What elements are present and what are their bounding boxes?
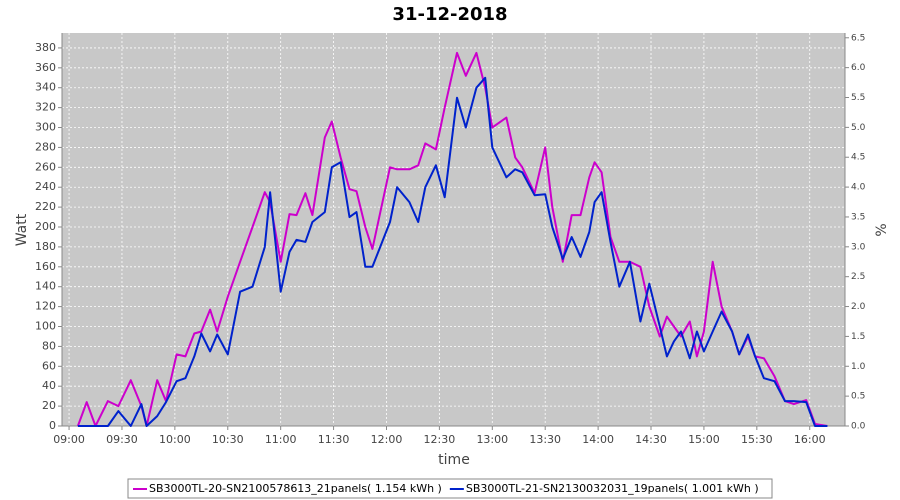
y2-tick-label: 5.0 <box>851 123 866 133</box>
y-tick-label: 220 <box>35 200 56 213</box>
x-tick-label: 09:00 <box>53 433 85 446</box>
y-tick-label: 360 <box>35 61 56 74</box>
y-tick-label: 100 <box>35 320 56 333</box>
x-tick-label: 09:30 <box>106 433 138 446</box>
x-tick-label: 10:30 <box>212 433 244 446</box>
x-tick-label: 15:30 <box>741 433 773 446</box>
legend-label: SB3000TL-20-SN2100578613_21panels( 1.154… <box>149 482 442 495</box>
y2-tick-label: 0.0 <box>851 422 866 432</box>
y-tick-label: 380 <box>35 41 56 54</box>
y2-tick-label: 2.5 <box>851 272 865 282</box>
plot-area <box>62 33 845 426</box>
y2-tick-label: 4.0 <box>851 183 866 193</box>
x-tick-label: 14:30 <box>635 433 667 446</box>
x-tick-label: 16:00 <box>794 433 826 446</box>
y-axis-label: Watt <box>14 213 30 246</box>
x-tick-label: 11:30 <box>318 433 350 446</box>
x-tick-label: 14:00 <box>582 433 614 446</box>
y-tick-label: 60 <box>42 359 56 372</box>
y2-axis-label: % <box>874 223 890 236</box>
y-tick-label: 160 <box>35 260 56 273</box>
y-tick-label: 140 <box>35 280 56 293</box>
y2-tick-label: 6.0 <box>851 63 866 73</box>
y-tick-label: 0 <box>49 419 56 432</box>
y-tick-label: 240 <box>35 180 56 193</box>
chart-title: 31-12-2018 <box>392 4 507 25</box>
y-tick-label: 260 <box>35 160 56 173</box>
x-axis-label: time <box>438 452 470 468</box>
y-tick-label: 180 <box>35 240 56 253</box>
y-tick-label: 80 <box>42 339 56 352</box>
y-tick-label: 300 <box>35 121 56 134</box>
y-tick-label: 320 <box>35 101 56 114</box>
y-tick-label: 340 <box>35 81 56 94</box>
y-tick-label: 40 <box>42 379 56 392</box>
y-tick-label: 120 <box>35 300 56 313</box>
y-tick-label: 280 <box>35 140 56 153</box>
y2-tick-label: 1.5 <box>851 332 865 342</box>
y2-tick-label: 2.0 <box>851 302 866 312</box>
y2-tick-label: 1.0 <box>851 362 866 372</box>
x-tick-label: 11:00 <box>265 433 297 446</box>
x-tick-label: 13:00 <box>476 433 508 446</box>
x-tick-label: 12:30 <box>424 433 456 446</box>
x-tick-label: 12:00 <box>371 433 403 446</box>
y2-tick-label: 0.5 <box>851 392 865 402</box>
y-tick-label: 20 <box>42 399 56 412</box>
y2-tick-label: 3.0 <box>851 242 866 252</box>
series-line <box>77 76 828 427</box>
x-tick-label: 10:00 <box>159 433 191 446</box>
y2-tick-label: 3.5 <box>851 212 865 222</box>
y2-tick-label: 5.5 <box>851 93 865 103</box>
x-tick-label: 15:00 <box>688 433 720 446</box>
x-tick-label: 13:30 <box>529 433 561 446</box>
y2-tick-label: 4.5 <box>851 153 865 163</box>
y2-tick-label: 6.5 <box>851 33 865 43</box>
y-tick-label: 200 <box>35 220 56 233</box>
legend-label: SB3000TL-21-SN2130032031_19panels( 1.001… <box>466 482 759 495</box>
